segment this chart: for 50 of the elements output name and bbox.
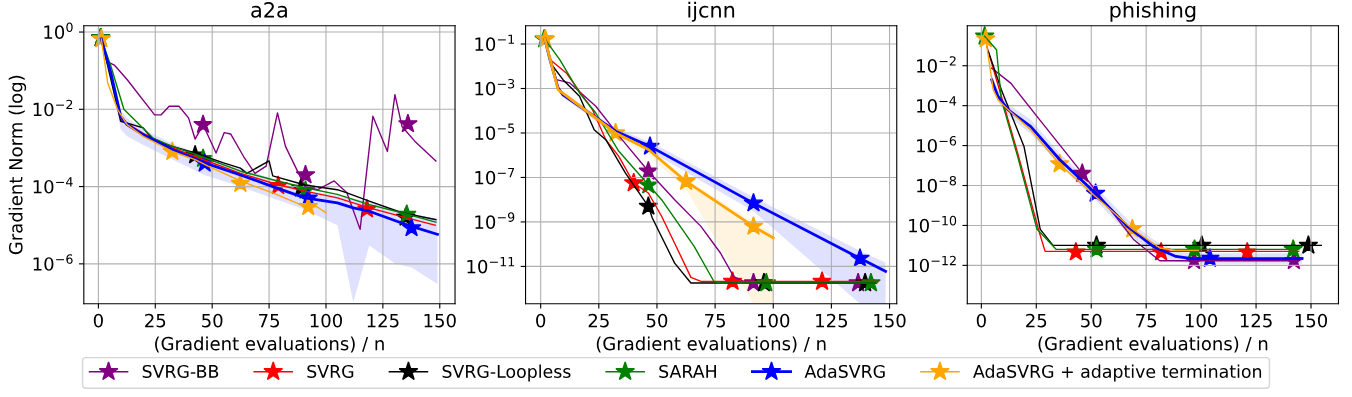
x-tick-label: 125	[1240, 313, 1272, 328]
x-tick-label: 0	[536, 313, 546, 328]
y-tick-label: 10$^{−2}$	[917, 56, 956, 73]
x-tick-label: 25	[588, 313, 609, 328]
x-tick-label: 125	[816, 313, 848, 328]
x-tick-label: 75	[705, 313, 726, 328]
y-tick-label: 10$^{−11}$	[467, 257, 515, 274]
chart-title: ijcnn	[688, 1, 735, 22]
y-tick-label: 10$^{−7}$	[475, 168, 515, 185]
y-tick-label: 10$^{−1}$	[475, 34, 515, 52]
x-tick-label: 150	[874, 313, 906, 328]
y-tick-label: 10$^{−2}$	[33, 99, 73, 117]
chart-title: a2a	[251, 2, 287, 18]
x-axis-title: (Gradient evaluations) / n	[1038, 336, 1268, 353]
x-tick-label: 100	[310, 313, 343, 328]
x-tick-label: 75	[259, 313, 279, 328]
legend-label: AdaSVRG	[804, 364, 885, 379]
y-tick-label: 10$^{−6}$	[33, 254, 73, 271]
x-tick-label: 50	[202, 313, 223, 328]
y-tick-label: 10$^{−9}$	[475, 212, 515, 229]
x-axis-title: (Gradient evaluations) / n	[596, 336, 826, 353]
x-tick-label: 150	[424, 313, 456, 328]
x-tick-label: 50	[646, 313, 668, 328]
y-tick-label: 10$^{−3}$	[475, 78, 515, 96]
x-tick-label: 100	[758, 313, 790, 328]
legend-label: SVRG-BB	[142, 364, 219, 379]
x-tick-label: 50	[1081, 313, 1102, 328]
x-tick-label: 150	[1295, 313, 1328, 328]
y-tick-label: 10$^{−4}$	[33, 177, 73, 194]
y-tick-label: 10$^{−5}$	[475, 123, 515, 140]
y-tick-label: 10$^{−6}$	[917, 136, 957, 153]
y-tick-label: 10$^{−8}$	[917, 175, 957, 193]
x-tick-label: 75	[1136, 313, 1157, 328]
x-tick-label: 125	[367, 313, 399, 328]
legend-label: SARAH	[659, 364, 716, 379]
legend-label: SVRG	[307, 364, 354, 379]
y-tick-label: 10$^{−12}$	[909, 255, 956, 273]
legend-label: SVRG-Loopless	[442, 364, 571, 382]
x-tick-label: 25	[1026, 313, 1047, 328]
x-tick-label: 25	[145, 313, 166, 328]
x-tick-label: 0	[93, 313, 103, 328]
x-axis-title: (Gradient evaluations) / n	[155, 336, 384, 353]
y-axis-title: Gradient Norm (log)	[8, 75, 27, 255]
x-tick-label: 100	[1185, 313, 1218, 328]
chart-title: phishing	[1110, 1, 1196, 22]
y-tick-label: 10$^{−10}$	[909, 215, 957, 233]
x-tick-label: 0	[976, 313, 986, 328]
y-tick-label: 10$^{0}$	[44, 22, 73, 40]
y-tick-label: 10$^{−4}$	[917, 96, 957, 113]
legend-label: AdaSVRG + adaptive termination	[973, 364, 1262, 382]
